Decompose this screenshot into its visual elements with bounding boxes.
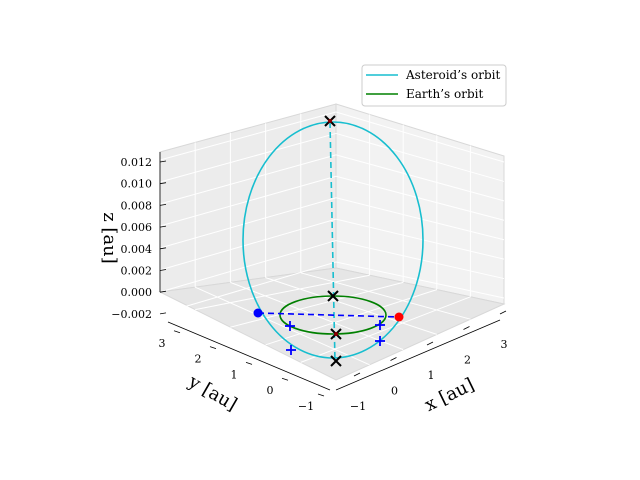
grid-line: [335, 111, 505, 163]
x-tick-mark: [463, 326, 470, 330]
x-axis-line: [335, 319, 501, 391]
legend-label-earth: Earth’s orbit: [406, 87, 483, 101]
z-tick-mark: [159, 312, 167, 315]
y-tick-mark: [245, 362, 253, 365]
z-tick-label: 0.006: [121, 221, 153, 234]
grid-line: [194, 286, 370, 366]
x-tick-label: 2: [464, 354, 471, 367]
x-tick-mark: [426, 341, 434, 346]
y-tick-mark: [317, 393, 325, 397]
z-tick-label: 0.012: [121, 156, 153, 169]
perihelion-marker: [330, 355, 342, 367]
grid-line: [159, 240, 337, 293]
grid-line: [265, 289, 437, 346]
y-tick-label: −1: [298, 400, 314, 413]
crossing-marker: [375, 320, 385, 330]
grid-line: [335, 261, 505, 299]
ascending-node-marker: [253, 308, 263, 318]
z-tick-label: 0.004: [121, 243, 153, 256]
y-axis-line: [167, 321, 331, 391]
grid-line: [230, 281, 404, 328]
node-line: [257, 312, 400, 318]
z-tick-mark: [159, 204, 167, 206]
y-tick-mark: [281, 377, 289, 381]
z-tick-label: 0.000: [121, 286, 153, 299]
back-pane-left: [159, 103, 337, 293]
grid-line: [195, 274, 370, 311]
y-tick-mark: [173, 330, 181, 334]
x-tick-label: 0: [391, 385, 398, 398]
grid-line: [159, 132, 337, 183]
earth-center-marker: [327, 290, 339, 302]
y-tick-mark: [209, 346, 217, 349]
grid-line: [159, 218, 337, 271]
plot-marks: [242, 115, 424, 367]
y-tick-label: 0: [267, 384, 274, 397]
z-tick-mark: [159, 225, 167, 228]
x-ticks: −1 0 1 2 3: [350, 310, 508, 413]
apsis-line: [329, 121, 336, 363]
grid-line: [300, 296, 471, 363]
z-tick-label: −0.002: [111, 308, 152, 321]
crossing-marker: [285, 321, 295, 331]
grid-line: [335, 218, 505, 260]
grid-lines: [159, 111, 505, 366]
y-ticks: −1 0 1 2 3: [159, 330, 325, 413]
x-tick-mark: [499, 310, 507, 315]
legend: Asteroid’s orbit Earth’s orbit: [361, 64, 507, 107]
periapsis-marker: [330, 328, 342, 340]
z-ticks: 0.012 0.010 0.008 0.006 0.004 0.002 0.000 −0.00…: [111, 156, 167, 321]
grid-line: [159, 197, 337, 249]
y-tick-label: 1: [231, 368, 238, 381]
z-tick-mark: [159, 182, 167, 185]
x-tick-mark: [390, 357, 397, 361]
grid-line: [159, 261, 337, 315]
grid-line: [159, 111, 337, 161]
crossing-marker: [375, 336, 385, 346]
grid-line: [335, 154, 505, 202]
grid-line: [265, 277, 437, 335]
crossing-marker: [286, 345, 296, 355]
z-tick-label: 0.008: [121, 199, 153, 212]
z-tick-label: 0.010: [121, 178, 153, 191]
z-tick-mark: [159, 290, 167, 293]
x-tick-label: 1: [428, 369, 435, 382]
x-tick-mark: [353, 372, 361, 377]
z-tick-mark: [159, 160, 167, 163]
legend-label-asteroid: Asteroid’s orbit: [405, 68, 500, 82]
z-axis-label: z [au]: [99, 212, 120, 264]
grid-line: [230, 281, 404, 351]
y-tick-label: 2: [195, 353, 202, 366]
x-tick-label: 3: [501, 338, 508, 351]
z-tick-mark: [159, 269, 167, 271]
grid-line: [300, 272, 471, 320]
x-tick-label: −1: [350, 400, 366, 413]
y-tick-label: 3: [159, 337, 166, 350]
z-tick-mark: [159, 247, 167, 250]
grid-line: [159, 154, 337, 205]
grid-line: [335, 132, 505, 182]
grid-line: [335, 175, 505, 221]
descending-node-marker: [394, 312, 404, 322]
grid-line: [335, 197, 505, 241]
apoapsis-marker: [324, 115, 336, 127]
grid-line: [335, 240, 505, 280]
z-tick-label: 0.002: [121, 265, 153, 278]
